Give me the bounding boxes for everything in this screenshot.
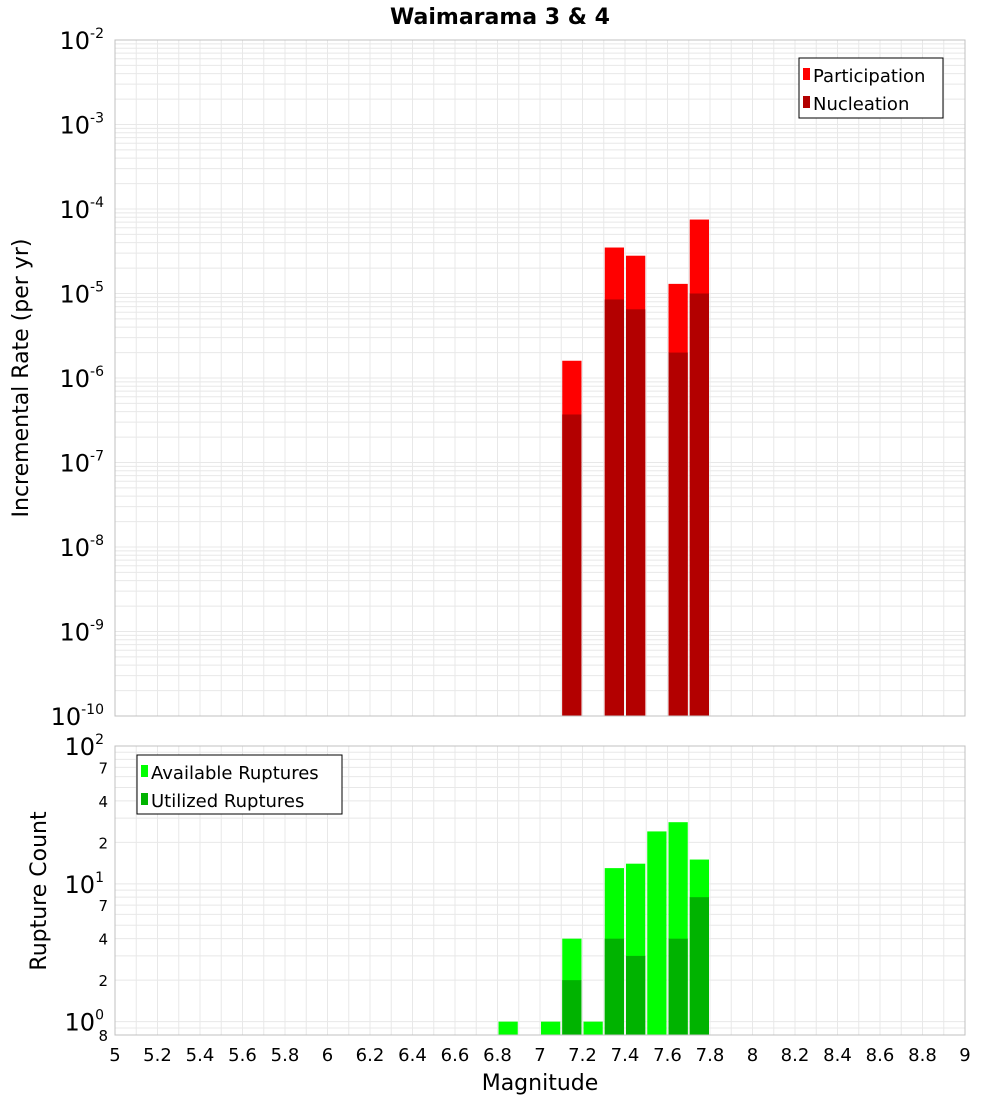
bottom-y-minor-tick-label: 4 xyxy=(98,793,108,811)
x-tick-label: 6.2 xyxy=(356,1045,385,1066)
top-y-tick-label: 10-4 xyxy=(59,195,104,224)
bottom-y-axis-title: Rupture Count xyxy=(27,811,52,971)
bottom-y-minor-tick-label: 4 xyxy=(98,931,108,949)
x-tick-label: 5.4 xyxy=(186,1045,215,1066)
x-tick-label: 6.6 xyxy=(441,1045,470,1066)
bottom-y-minor-tick-label: 8 xyxy=(98,1027,108,1045)
x-tick-label: 5.6 xyxy=(228,1045,257,1066)
top-y-tick-label: 10-5 xyxy=(59,280,104,309)
bottom-bar-available-ruptures xyxy=(498,1021,518,1035)
top-y-tick-label: 10-7 xyxy=(59,449,104,478)
bottom-y-tick-label: 100 xyxy=(65,1008,104,1037)
x-tick-label: 7.2 xyxy=(568,1045,597,1066)
top-y-tick-label: 10-2 xyxy=(59,26,104,55)
bottom-legend: Available Ruptures Utilized Ruptures xyxy=(136,754,343,815)
bottom-y-tick-label: 102 xyxy=(65,732,104,761)
x-tick-label: 7.4 xyxy=(611,1045,640,1066)
top-bar-nucleation xyxy=(626,309,646,716)
x-tick-label: 5 xyxy=(109,1045,120,1066)
x-tick-label: 6 xyxy=(322,1045,333,1066)
x-tick-label: 8.6 xyxy=(866,1045,895,1066)
bottom-y-minor-tick-label: 7 xyxy=(98,759,108,777)
top-y-tick-label: 10-8 xyxy=(59,533,104,562)
top-y-tick-label: 10-9 xyxy=(59,618,104,647)
bottom-bar-utilized-ruptures xyxy=(604,938,624,1035)
x-tick-label: 6.8 xyxy=(483,1045,512,1066)
x-tick-label: 6.4 xyxy=(398,1045,427,1066)
x-tick-label: 7.6 xyxy=(653,1045,682,1066)
bottom-bar-available-ruptures xyxy=(583,1021,603,1035)
bottom-bar-available-ruptures xyxy=(541,1021,561,1035)
x-axis-title: Magnitude xyxy=(482,1071,599,1096)
bottom-bar-utilized-ruptures xyxy=(668,938,688,1035)
top-bar-nucleation xyxy=(562,414,582,716)
bottom-legend-swatch xyxy=(141,765,148,777)
x-tick-label: 8.8 xyxy=(908,1045,937,1066)
bottom-plot-frame xyxy=(114,745,966,1036)
bottom-bar-utilized-ruptures xyxy=(562,980,582,1035)
top-bar-nucleation xyxy=(604,299,624,716)
bottom-legend-swatch xyxy=(141,793,148,805)
bottom-bar-utilized-ruptures xyxy=(626,955,646,1035)
x-tick-label: 8 xyxy=(747,1045,758,1066)
top-plot-frame xyxy=(114,39,966,717)
bottom-plot-rupture-count: 100 101 102 8 2 4 7 2 4 7 Available Ruptures Utiliz… xyxy=(65,732,966,1045)
top-bar-nucleation xyxy=(668,352,688,716)
bottom-legend-label: Utilized Ruptures xyxy=(151,791,304,812)
top-legend-label: Participation xyxy=(813,66,925,87)
top-legend-swatch xyxy=(803,96,810,108)
bottom-bar-utilized-ruptures xyxy=(689,897,709,1035)
x-tick-label: 8.4 xyxy=(823,1045,852,1066)
top-y-tick-label: 10-10 xyxy=(51,702,104,731)
bottom-legend-label: Available Ruptures xyxy=(151,763,319,784)
top-y-tick-label: 10-3 xyxy=(59,111,104,140)
top-plot-incremental-rate: 10-10 10-9 10-8 10-7 10-6 10-5 10-4 10-3 10-2 Par… xyxy=(51,26,966,731)
x-tick-label: 8.2 xyxy=(781,1045,810,1066)
x-tick-label: 5.2 xyxy=(143,1045,172,1066)
top-y-axis-title: Incremental Rate (per yr) xyxy=(9,239,34,518)
bottom-y-tick-label: 101 xyxy=(65,870,104,899)
bottom-legend-box xyxy=(136,754,343,815)
top-legend: Participation Nucleation xyxy=(798,57,944,119)
top-bar-nucleation xyxy=(689,293,709,716)
x-tick-label: 9 xyxy=(959,1045,970,1066)
top-legend-label: Nucleation xyxy=(813,94,909,115)
x-tick-label: 7 xyxy=(534,1045,545,1066)
bottom-y-minor-tick-label: 7 xyxy=(98,897,108,915)
x-axis: 5 5.2 5.4 5.6 5.8 6 6.2 6.4 6.6 6.8 7 7.2 7.4 7.6 7.8 8… xyxy=(109,1045,970,1066)
bottom-y-minor-tick-label: 2 xyxy=(98,834,108,852)
x-tick-label: 7.8 xyxy=(696,1045,725,1066)
top-legend-swatch xyxy=(803,68,810,80)
bottom-y-minor-tick-label: 2 xyxy=(98,972,108,990)
bottom-bar-available-ruptures xyxy=(647,831,667,1035)
x-tick-label: 5.8 xyxy=(271,1045,300,1066)
top-y-tick-label: 10-6 xyxy=(59,364,104,393)
top-legend-box xyxy=(798,57,944,119)
chart-title: Waimarama 3 & 4 xyxy=(390,5,610,30)
